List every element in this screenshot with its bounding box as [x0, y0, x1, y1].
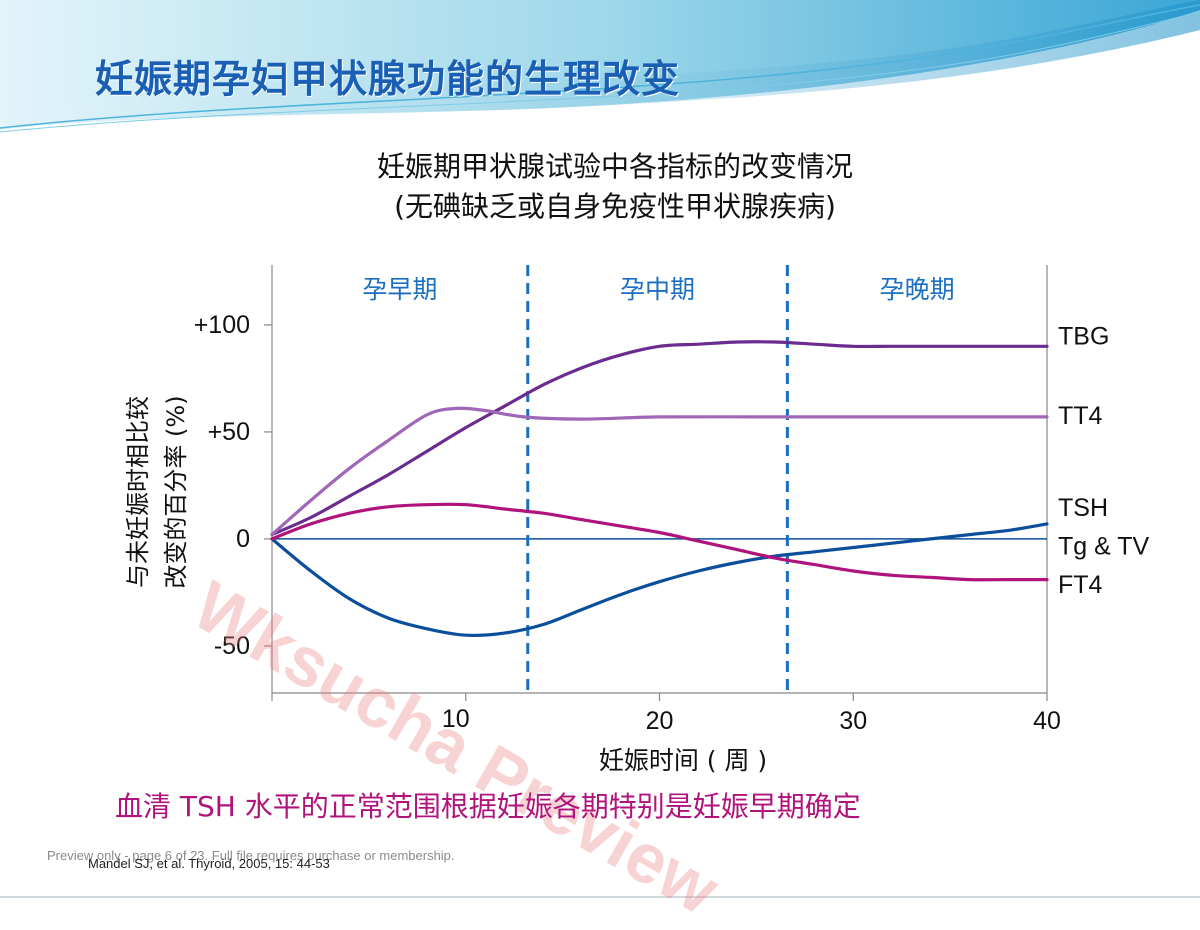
series-label: TSH: [1058, 494, 1108, 522]
series-label: TT4: [1058, 402, 1103, 430]
x-tick-label: 10: [442, 705, 470, 733]
series-line-ft4: [270, 502, 1049, 582]
y-tick-label: 0: [236, 525, 250, 553]
slide-title: 妊娠期孕妇甲状腺功能的生理改变: [95, 57, 681, 101]
series-lines: [270, 340, 1049, 638]
chart-area: +100 +50 0 -50 10 20 30 40 妊娠时间 ( 周 ) 与未妊娠时相比较 改变的…: [124, 265, 1150, 775]
series-line-tbg: [270, 340, 1049, 537]
chart-title: 妊娠期甲状腺试验中各指标的改变情况: [376, 150, 853, 183]
y-tick-label: +100: [194, 311, 250, 339]
x-axis-label: 妊娠时间 ( 周 ): [599, 746, 767, 775]
preview-note: Preview only - page 6 of 23. Full file r…: [47, 848, 455, 863]
series-label: Tg & TV: [1058, 532, 1150, 560]
y-tick-label: -50: [214, 632, 250, 660]
y-axis-label: 与未妊娠时相比较: [124, 396, 152, 588]
chart-subtitle: (无碘缺乏或自身免疫性甲状腺疾病): [394, 190, 836, 223]
trimester-label: 孕早期: [362, 275, 437, 304]
trimester-label: 孕中期: [620, 275, 695, 304]
trimester-dividers: [526, 265, 789, 693]
trimester-label: 孕晚期: [880, 275, 955, 304]
x-tick-label: 30: [839, 707, 867, 735]
conclusion-text: 血清 TSH 水平的正常范围根据妊娠各期特别是妊娠早期确定: [115, 790, 861, 823]
series-label: FT4: [1058, 571, 1103, 599]
y-tick-label: +50: [208, 418, 250, 446]
x-tick-label: 20: [646, 707, 674, 735]
chart-labels: +100 +50 0 -50 10 20 30 40 妊娠时间 ( 周 ) 与未妊娠时相比较 改变的…: [124, 275, 1150, 775]
series-line-tt4: [270, 406, 1049, 537]
series-label: TBG: [1058, 323, 1109, 351]
chart-axes: [264, 265, 1048, 701]
header-wave-background: [0, 0, 1200, 898]
y-axis-label-unit: 改变的百分率 (%): [162, 395, 190, 588]
x-tick-label: 40: [1033, 707, 1061, 735]
citation: Mandel SJ, et al. Thyroid, 2005, 15: 44-…: [88, 856, 330, 871]
series-line-tsh: [270, 522, 1049, 638]
